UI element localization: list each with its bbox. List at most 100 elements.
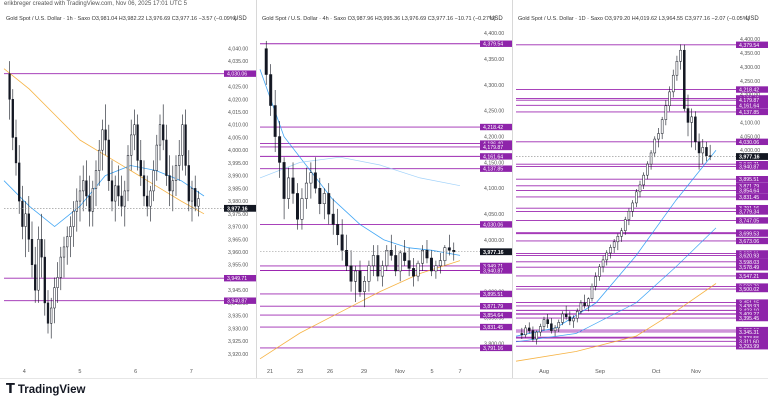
y-tick-label: 4,000.00	[228, 148, 248, 154]
candle-body	[184, 124, 187, 166]
candle-body	[24, 213, 27, 227]
candle-body	[380, 265, 384, 277]
y-tick-label: 3,940.00	[228, 301, 248, 307]
candle-body	[557, 322, 561, 329]
price-level-tag	[224, 297, 256, 304]
price-level-tag	[736, 187, 768, 194]
moving-average-blue	[515, 149, 717, 337]
current-price-label: 3,977.16	[227, 206, 248, 212]
moving-average-lightblue	[259, 156, 461, 187]
price-level-tag	[736, 237, 768, 245]
candle-body	[136, 124, 139, 161]
chart-svg-4h: USD 4,400.00 4,350.00 4,300.00 4,250.00 4,200…	[259, 16, 512, 375]
chart-title: Gold Spot / U.S. Dollar · 1h · Saxo O3,9…	[6, 16, 237, 22]
price-level-tag	[736, 217, 768, 224]
y-tick-label: 4,040.00	[228, 46, 248, 52]
candle-body	[27, 213, 30, 240]
unit-label: USD	[234, 16, 247, 22]
candle-body	[367, 265, 371, 282]
candle-body	[447, 247, 451, 251]
candle-body	[657, 133, 660, 140]
candle-body	[69, 226, 72, 237]
chart-svg-1d: USD4,400.004,350.004,300.004,250.004,200…	[515, 16, 768, 375]
candle-body	[394, 255, 398, 272]
y-tick-label: 3,920.00	[228, 352, 248, 358]
price-level-tag	[736, 108, 768, 116]
price-level-tag	[480, 123, 512, 131]
chart-svg-1h: USD4,040.004,035.004,030.004,025.004,020…	[3, 16, 256, 375]
candle-body	[194, 188, 197, 207]
x-tick-label: 23	[297, 369, 303, 375]
candle-body	[568, 316, 572, 322]
price-level-label: 3,620.93	[739, 253, 759, 259]
price-level-label: 3,871.79	[739, 184, 759, 190]
y-tick-label: 4,100.00	[484, 186, 504, 192]
candle-body	[34, 264, 37, 291]
candle-body	[278, 136, 282, 163]
x-tick-label: 26	[327, 369, 333, 375]
candle-body	[66, 236, 69, 248]
price-level-label: 3,598.03	[739, 260, 759, 266]
price-level-tag	[736, 102, 768, 109]
candle-body	[612, 241, 616, 248]
y-tick-label: 4,020.00	[228, 97, 248, 103]
candle-body	[575, 310, 579, 319]
candle-body	[114, 185, 117, 202]
price-level-label: 4,030.06	[483, 222, 503, 228]
price-level-label: 3,940.87	[483, 269, 503, 275]
current-price-label: 3,977.16	[739, 155, 760, 161]
candle-body	[389, 250, 393, 256]
tradingview-icon: 𝗧	[6, 382, 15, 397]
candle-body	[165, 139, 168, 176]
candle-body	[583, 302, 586, 306]
price-level-tag	[736, 97, 768, 104]
price-level-label: 4,137.85	[483, 167, 503, 173]
candle-body	[362, 281, 366, 292]
chart-panel-4h[interactable]: Gold Spot / U.S. Dollar · 4h · Saxo O3,9…	[256, 0, 513, 378]
candle-body	[162, 124, 165, 141]
y-tick-label: 4,400.00	[740, 37, 760, 43]
price-level-label: 3,854.64	[483, 313, 503, 319]
candle-body	[398, 252, 402, 272]
x-tick-label: 7	[458, 369, 461, 375]
candle-body	[78, 190, 82, 202]
candle-body	[708, 155, 712, 157]
price-level-label: 3,500.02	[739, 287, 759, 293]
price-level-tag	[736, 230, 768, 237]
candle-body	[550, 323, 553, 331]
candle-body	[98, 149, 101, 171]
candle-body	[62, 246, 66, 258]
price-level-label: 3,871.79	[483, 304, 503, 310]
price-level-tag	[736, 299, 768, 306]
candle-body	[273, 105, 277, 137]
candle-body	[146, 195, 149, 207]
y-tick-label: 4,250.00	[484, 109, 504, 115]
y-tick-label: 4,000.00	[484, 238, 504, 244]
price-level-label: 3,895.51	[739, 177, 759, 183]
candle-body	[690, 116, 693, 123]
price-level-tag	[480, 143, 512, 151]
price-level-label: 3,311.60	[739, 339, 759, 345]
candle-body	[358, 270, 362, 292]
candle-body	[331, 213, 335, 225]
chart-panel-1h[interactable]: Gold Spot / U.S. Dollar · 1h · Saxo O3,9…	[0, 0, 257, 378]
candle-body	[638, 184, 642, 193]
price-level-tag	[736, 343, 768, 350]
y-tick-label: 3,850.00	[484, 315, 504, 321]
y-tick-label: 3,980.00	[228, 199, 248, 205]
brand-name: TradingView	[17, 383, 86, 396]
tradingview-logo[interactable]: 𝗧 TradingView	[6, 382, 85, 397]
price-level-tag	[736, 175, 768, 183]
candle-body	[178, 155, 181, 166]
candle-body	[616, 236, 620, 243]
y-tick-label: 3,960.00	[228, 250, 248, 256]
chart-panel-1d[interactable]: Gold Spot / U.S. Dollar · 1D · Saxo O3,9…	[512, 0, 768, 378]
candle-body	[371, 255, 375, 267]
price-level-label: 3,791.16	[483, 346, 503, 352]
price-level-tag	[736, 163, 768, 170]
candle-body	[587, 298, 590, 306]
y-tick-label: 3,990.00	[228, 174, 248, 180]
candle-body	[117, 185, 120, 197]
candle-body	[646, 163, 649, 176]
price-level-label: 4,030.06	[227, 72, 247, 78]
